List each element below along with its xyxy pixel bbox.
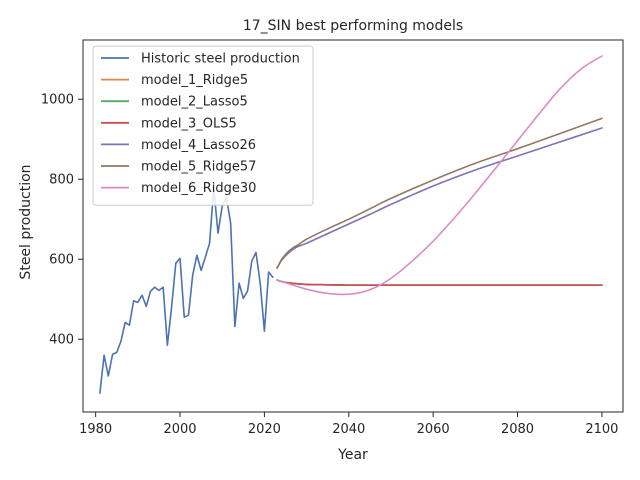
- legend-entry-1: model_1_Ridge5: [141, 73, 248, 88]
- legend-entry-3: model_3_OLS5: [141, 116, 237, 131]
- x-tick-label-3: 2040: [332, 422, 365, 437]
- legend-entry-4: model_4_Lasso26: [141, 138, 256, 153]
- x-tick-label-2: 2020: [248, 422, 281, 437]
- series-line-4: [276, 127, 603, 269]
- legend-entry-6: model_6_Ridge30: [141, 181, 256, 196]
- x-tick-label-0: 1980: [79, 422, 112, 437]
- axes-frame: [82, 39, 624, 413]
- legend-entry-5: model_5_Ridge57: [141, 160, 256, 175]
- legend-entry-0: Historic steel production: [141, 52, 300, 67]
- x-tick-label-4: 2060: [417, 422, 450, 437]
- y-axis: 400 600 800 1000: [41, 93, 83, 348]
- x-tick-label-6: 2100: [585, 422, 618, 437]
- series-line-3: [276, 279, 603, 287]
- plot-area: [99, 55, 603, 394]
- legend: Historic steel production model_1_Ridge5m…: [92, 45, 314, 206]
- y-tick-label-2: 800: [49, 173, 74, 188]
- series-line-6: [276, 55, 603, 296]
- x-axis: 1980 2000 2020 2040 2060 2080 2100: [79, 412, 618, 437]
- y-tick-label-1: 600: [49, 253, 74, 268]
- series-line-5: [276, 117, 603, 269]
- y-axis-label: Steel production: [18, 164, 34, 279]
- x-axis-label: Year: [337, 447, 368, 463]
- x-tick-label-5: 2080: [501, 422, 534, 437]
- x-tick-label-1: 2000: [163, 422, 196, 437]
- series-line-0: [99, 187, 274, 394]
- y-tick-label-3: 1000: [41, 93, 74, 108]
- y-tick-label-0: 400: [49, 333, 74, 348]
- legend-entry-2: model_2_Lasso5: [141, 95, 248, 110]
- chart-title: 17_SIN best performing models: [243, 18, 463, 34]
- legend-box: [92, 45, 314, 206]
